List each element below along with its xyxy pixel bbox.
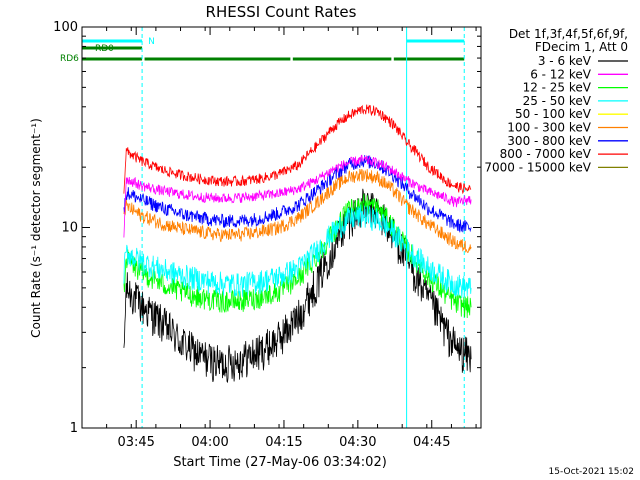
flag-label-n: N [148,37,155,47]
x-tick-label: 04:45 [413,435,450,450]
y-axis-label: Count Rate (s⁻¹ detector segment⁻¹) [29,118,43,338]
legend-header-line-2: FDecim 1, Att 0 [535,40,628,54]
legend-label: 800 - 7000 keV [500,147,592,161]
series-lines [123,104,472,384]
x-tick-label: 04:00 [191,435,228,450]
series-line-3-6-kev [123,188,472,384]
y-tick-label: 10 [61,221,78,236]
flag-bars: N RD0 RD6 [60,37,465,64]
legend-label: 12 - 25 keV [523,81,592,95]
x-axis-label: Start Time (27-May-06 03:34:02) [173,455,387,470]
timestamp: 15-Oct-2021 15:02 [549,467,634,477]
x-tick-label: 04:30 [339,435,376,450]
legend-label: 100 - 300 keV [507,121,591,135]
series-line-6-12-kev [123,154,472,238]
legend-label: 50 - 100 keV [515,107,592,121]
plot-area: N RD0 RD6 1 10 100 03:45 04:00 04:15 04:30 04:45 [53,20,482,450]
legend-label: 6 - 12 keV [530,67,592,81]
series-line-100-300-kev [123,168,472,254]
y-tick-label: 1 [70,421,78,436]
legend-label: 300 - 800 keV [507,134,591,148]
flag-label-rd0: RD0 [95,44,114,54]
series-line-800-7000-kev [123,104,472,195]
y-tick-label: 100 [53,20,78,35]
series-line-25-50-kev [123,204,472,299]
legend-label: 3 - 6 keV [538,54,592,68]
x-tick-label: 04:15 [265,435,302,450]
x-axis-ticks: 03:45 04:00 04:15 04:30 04:45 [81,27,477,450]
legend-label: 7000 - 15000 keV [484,160,591,174]
legend-label: 25 - 50 keV [523,94,592,108]
vertical-markers [141,27,465,428]
x-tick-label: 03:45 [117,435,154,450]
y-axis-ticks: 1 10 100 [53,20,481,436]
legend: Det 1f,3f,4f,5f,6f,9f, FDecim 1, Att 0 3… [484,27,628,174]
series-line-300-800-kev [123,155,472,233]
flag-label-rd6: RD6 [60,54,79,64]
chart-title: RHESSI Count Rates [206,3,357,21]
legend-header-line-1: Det 1f,3f,4f,5f,6f,9f, [509,27,628,41]
